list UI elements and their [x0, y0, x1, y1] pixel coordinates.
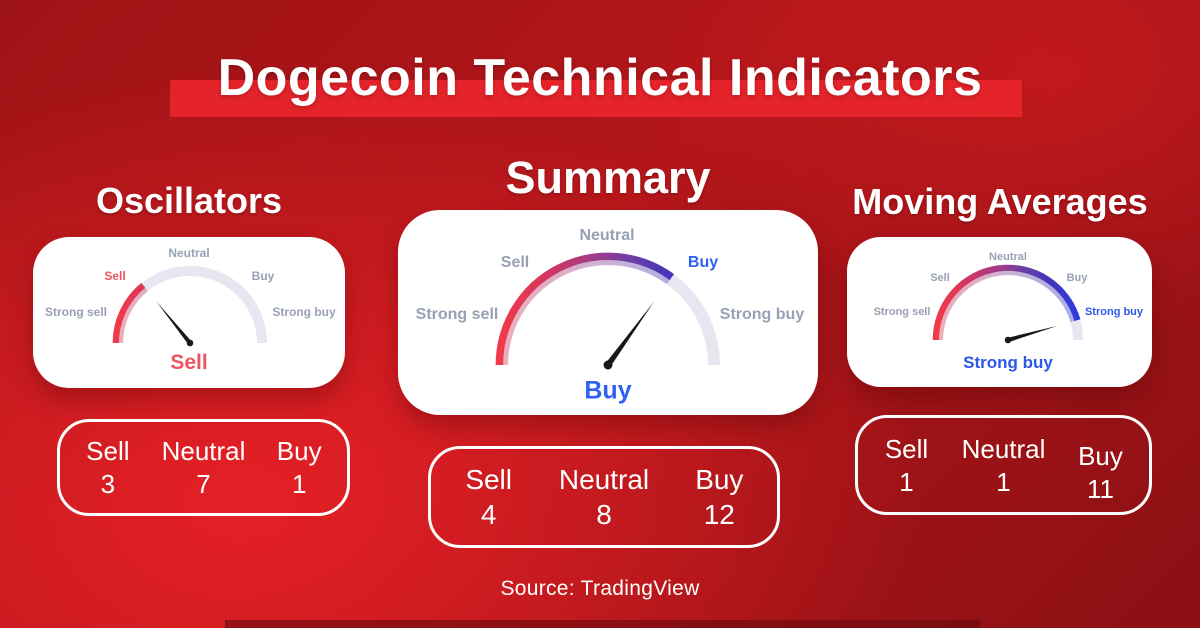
- scale-label-buy: Buy: [687, 254, 719, 271]
- stat-value-buy: 1: [291, 469, 307, 499]
- scale-label-neutral: Neutral: [579, 227, 635, 244]
- stat-value-buy: 11: [1087, 473, 1114, 504]
- scale-label-neutral: Neutral: [168, 246, 210, 260]
- stat-header-neutral: Neutral: [961, 433, 1046, 464]
- stat-col-buy: Buy 11: [1052, 425, 1149, 519]
- summary-stat-box: Sell 4 Neutral 8 Buy 12: [428, 446, 780, 548]
- scale-label-sell: Sell: [500, 254, 530, 271]
- stat-value-sell: 3: [100, 469, 116, 499]
- summary-gauge-arc: [495, 252, 720, 370]
- stat-value-neutral: 7: [196, 469, 211, 499]
- stat-header-sell: Sell: [465, 463, 513, 495]
- oscillators-title: Oscillators: [95, 180, 283, 221]
- stat-col-sell: Sell 1: [858, 418, 955, 512]
- scale-label-strong-sell: Strong sell: [873, 306, 931, 318]
- scale-label-buy: Buy: [251, 269, 275, 283]
- stat-header-neutral: Neutral: [161, 436, 246, 466]
- stat-col-buy: Buy 1: [251, 422, 347, 513]
- summary-signal: Buy: [584, 376, 632, 405]
- moving-averages-gauge-arc: [932, 264, 1083, 344]
- moving-averages-gauge-card: Neutral Sell Buy Strong sell Strong buy …: [847, 237, 1152, 387]
- stat-value-neutral: 1: [996, 466, 1011, 497]
- stat-value-neutral: 8: [596, 498, 612, 530]
- stat-header-buy: Buy: [276, 436, 322, 466]
- stat-col-sell: Sell 4: [431, 449, 546, 545]
- stat-header-buy: Buy: [695, 463, 744, 495]
- stat-header-sell: Sell: [86, 436, 130, 466]
- scale-label-strong-sell: Strong sell: [44, 305, 108, 319]
- scale-label-strong-buy: Strong buy: [1084, 306, 1144, 318]
- oscillators-stat-box: Sell 3 Neutral 7 Buy 1: [57, 419, 350, 516]
- stat-col-neutral: Neutral 1: [955, 418, 1052, 512]
- scale-label-strong-sell: Strong sell: [415, 306, 499, 323]
- title-band: [170, 80, 1022, 117]
- moving-averages-title: Moving Averages: [852, 181, 1148, 222]
- stat-header-neutral: Neutral: [558, 463, 650, 495]
- scale-label-strong-buy: Strong buy: [719, 306, 805, 323]
- moving-averages-stat-box: Sell 1 Neutral 1 Buy 11: [855, 415, 1152, 515]
- page-title: Dogecoin Technical Indicators: [217, 49, 983, 107]
- scale-label-sell: Sell: [104, 269, 126, 283]
- stat-col-sell: Sell 3: [60, 422, 156, 513]
- stat-value-buy: 12: [703, 498, 735, 530]
- scale-label-strong-buy: Strong buy: [272, 305, 336, 319]
- stat-value-sell: 1: [899, 466, 914, 497]
- moving-averages-signal: Strong buy: [963, 353, 1053, 372]
- scale-label-sell: Sell: [930, 272, 950, 284]
- stat-value-sell: 4: [480, 498, 497, 530]
- bottom-strip: [225, 620, 980, 628]
- source-credit: Source: TradingView: [500, 577, 700, 600]
- scale-label-buy: Buy: [1066, 272, 1088, 284]
- oscillators-gauge-arc: [112, 266, 267, 347]
- stat-col-neutral: Neutral 8: [546, 449, 661, 545]
- stat-header-sell: Sell: [884, 433, 929, 464]
- oscillators-gauge-card: Neutral Sell Buy Strong sell Strong buy …: [33, 237, 345, 388]
- stat-col-neutral: Neutral 7: [156, 422, 252, 513]
- scale-label-neutral: Neutral: [989, 251, 1027, 263]
- stat-col-buy: Buy 12: [662, 449, 777, 545]
- oscillators-signal: Sell: [170, 351, 208, 374]
- summary-gauge-card: Neutral Sell Buy Strong sell Strong buy …: [398, 210, 818, 415]
- summary-title: Summary: [505, 152, 711, 203]
- stat-header-buy: Buy: [1078, 440, 1123, 471]
